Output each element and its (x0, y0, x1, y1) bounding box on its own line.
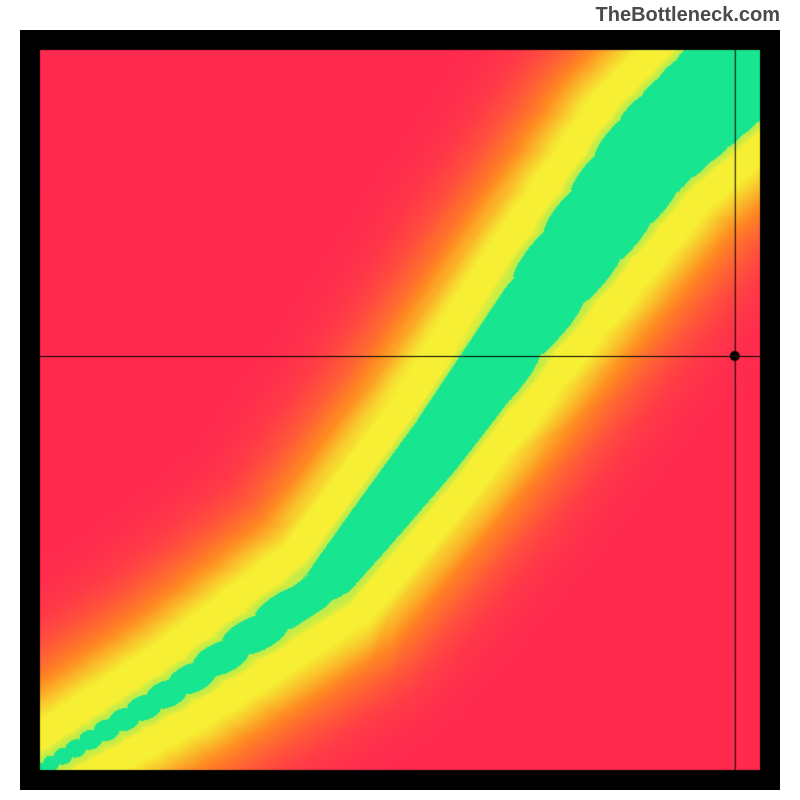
watermark-text: TheBottleneck.com (596, 4, 780, 27)
heatmap-plot (20, 30, 780, 790)
heatmap-canvas (20, 30, 780, 790)
